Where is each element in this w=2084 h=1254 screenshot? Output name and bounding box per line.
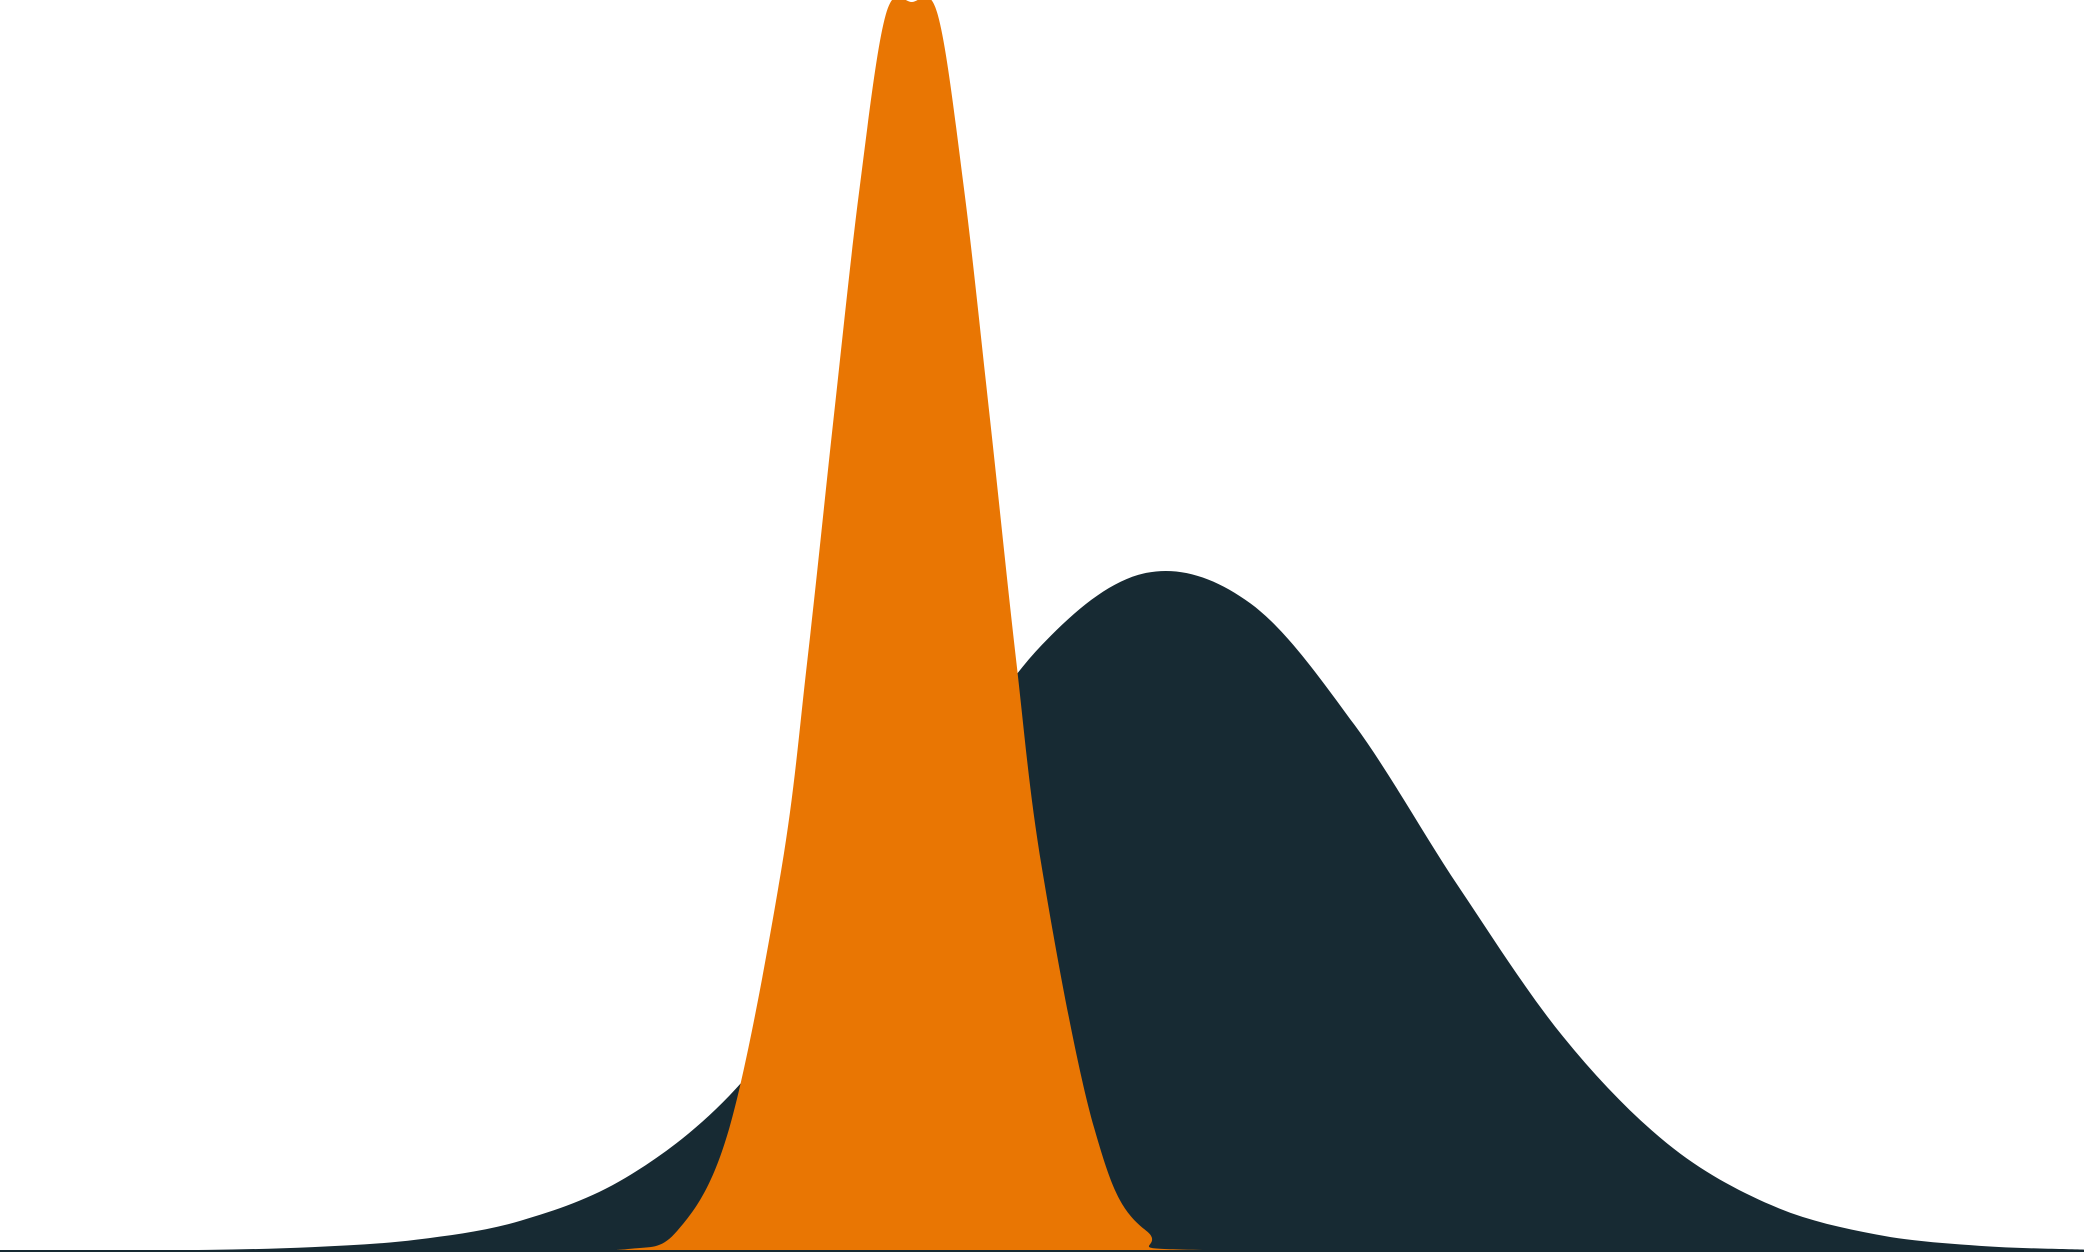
density-chart xyxy=(0,0,2084,1252)
series-layer xyxy=(0,0,2084,1252)
series-2-area xyxy=(0,0,2084,1252)
chart-canvas xyxy=(0,0,2084,1252)
